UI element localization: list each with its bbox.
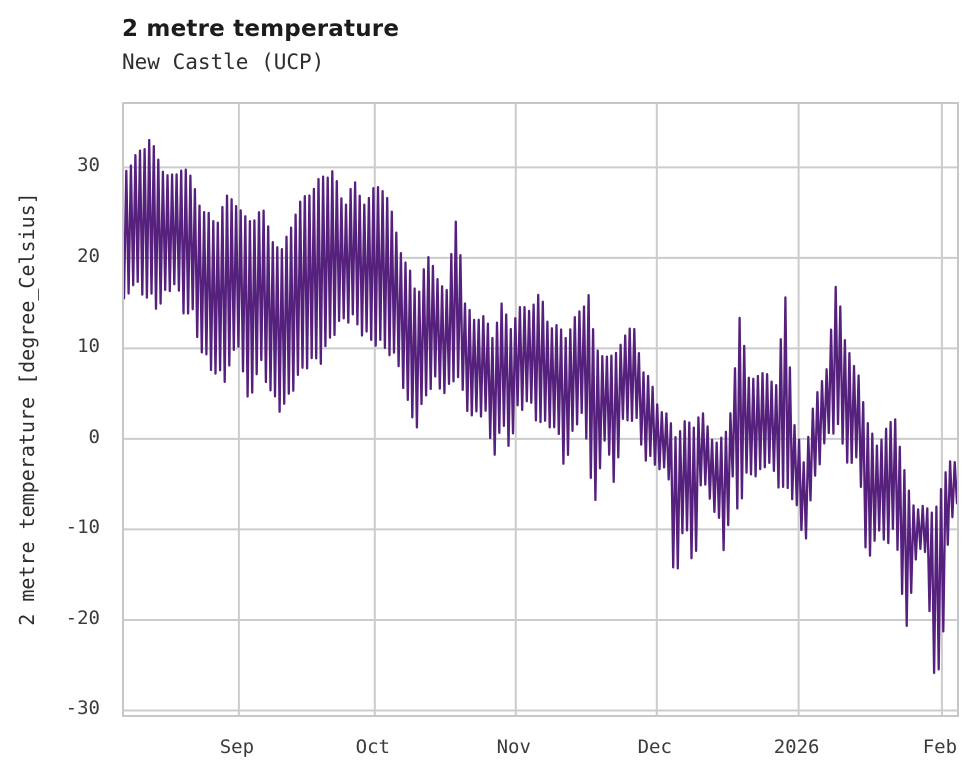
x-tick-label: Dec: [637, 736, 672, 758]
x-tick-label: Sep: [219, 736, 255, 758]
y-tick-label: -20: [65, 606, 100, 629]
y-tick-label: -10: [65, 516, 100, 539]
y-tick-label: -30: [65, 697, 100, 720]
y-tick-label: 30: [77, 154, 100, 177]
x-tick-label: 2026: [773, 736, 820, 758]
temperature-line-chart: [124, 104, 957, 715]
x-tick-label: Nov: [496, 736, 531, 758]
chart-title: 2 metre temperature: [122, 16, 400, 42]
y-tick-label: 0: [88, 425, 100, 448]
y-tick-label: 10: [77, 335, 100, 358]
temperature-line: [124, 138, 957, 675]
plot-area: [122, 102, 959, 717]
x-tick-label: Oct: [355, 736, 390, 758]
x-tick-label: Feb: [922, 736, 958, 758]
chart-subtitle: New Castle (UCP): [122, 50, 325, 74]
y-tick-label: 20: [77, 244, 100, 267]
